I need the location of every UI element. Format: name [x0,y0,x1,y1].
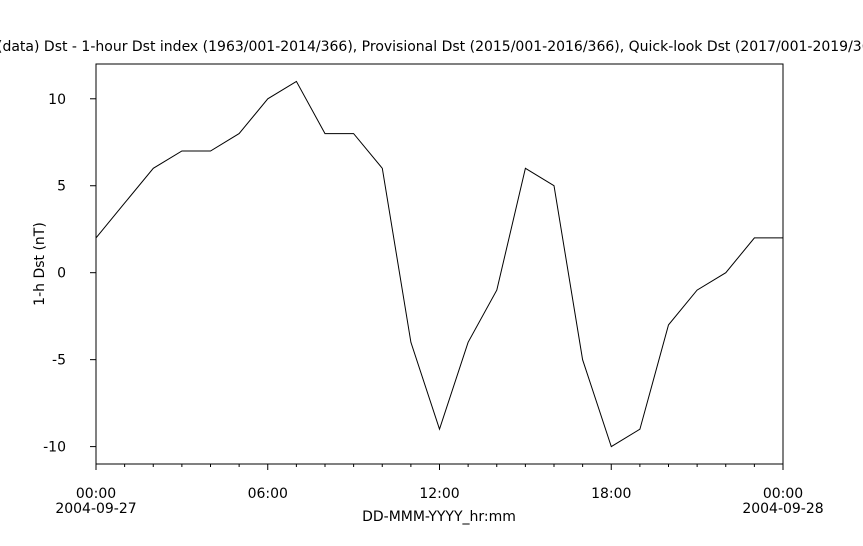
series-layer [95,80,783,448]
y-axis: 10 5 0 -5 -10 [43,92,96,456]
x-axis-label: DD-MMM-YYYY_hr:mm [362,509,516,525]
plot-area-frame [95,63,784,465]
dst-series-line [95,80,783,448]
y-tick-label: 10 [48,92,66,108]
x-tick-date-label: 2004-09-27 [55,501,136,517]
x-tick-label: 00:00 [76,486,116,502]
y-tick-label: 0 [57,266,66,282]
y-axis-label: 1-h Dst (nT) [32,222,48,306]
y-tick-label: 5 [57,179,66,195]
y-tick-label: -5 [52,353,66,369]
x-tick-label: 12:00 [419,486,459,502]
x-tick-label: 18:00 [591,486,631,502]
x-tick-date-label: 2004-09-28 [742,501,823,517]
chart-title: (data) Dst - 1-hour Dst index (1963/001-… [0,39,863,55]
x-tick-label: 00:00 [763,486,803,502]
y-tick-label: -10 [43,440,66,456]
x-tick-label: 06:00 [248,486,288,502]
